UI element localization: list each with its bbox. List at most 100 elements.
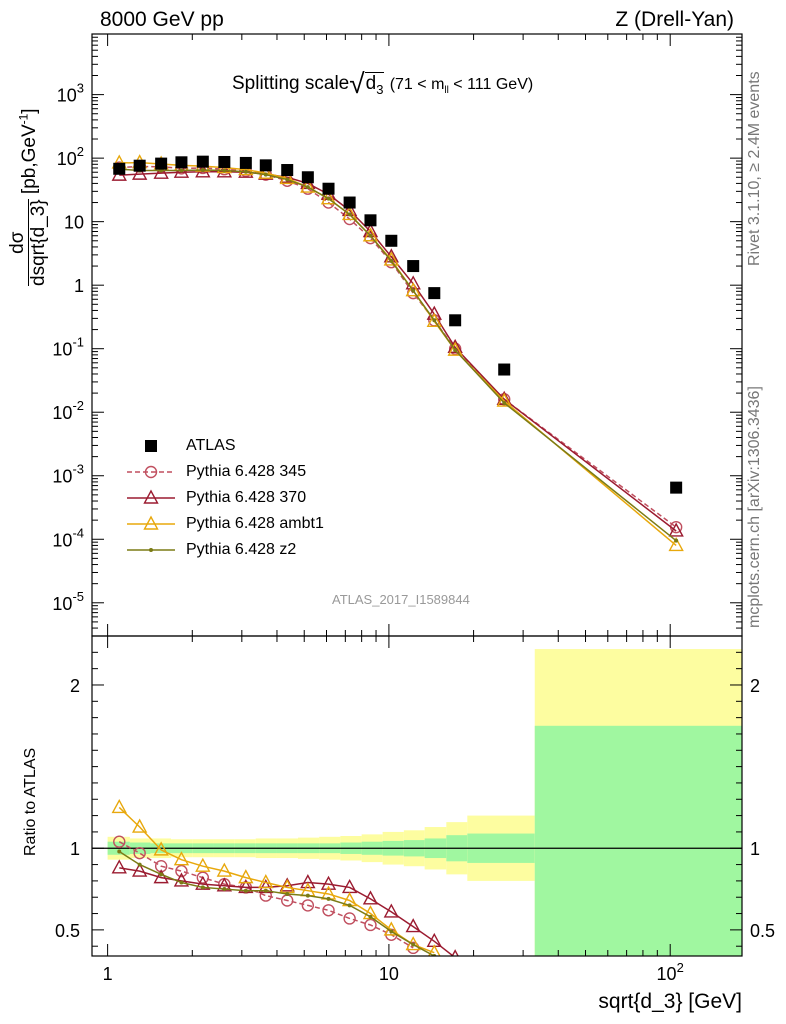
- y-tick-label-base: 10: [52, 530, 72, 550]
- y-tick-label: 10: [64, 213, 84, 233]
- y-tick-label: 10-4: [52, 525, 84, 550]
- main-series-4-point: [432, 318, 437, 323]
- main-series-4-point: [453, 348, 458, 353]
- y-tick-label: 10-5: [52, 589, 84, 614]
- y-tick-label: 10-2: [52, 398, 84, 423]
- legend-label-ambt1: Pythia 6.428 ambt1: [186, 515, 324, 532]
- plot-title-prefix: Splitting scale: [232, 73, 350, 94]
- main-series-2-point: [153, 164, 169, 179]
- main-series-4-point: [263, 172, 268, 177]
- plot-title-cut: (71 < mll < 111 GeV): [389, 76, 534, 97]
- ratio-y-tick-label-left: 0.5: [55, 921, 80, 941]
- ratio-band-inner: [534, 725, 742, 956]
- main-series-4-point: [179, 168, 184, 173]
- atlas-data-point: [133, 159, 146, 172]
- ratio-series-1-point: [301, 899, 315, 912]
- ratio-y-tick-label-right: 1: [750, 839, 760, 859]
- ratio-series-1-point: [343, 912, 356, 925]
- main-series-3-point: [383, 251, 399, 266]
- x-tick-label-exp: 2: [677, 960, 684, 975]
- main-series-4-point: [347, 212, 352, 217]
- legend-label-345: Pythia 6.428 345: [186, 463, 307, 480]
- ratio-series-4-point: [326, 896, 331, 901]
- legend-marker-1: [144, 465, 158, 479]
- legend-marker-2: [143, 489, 159, 504]
- x-tick-label: 1: [103, 964, 113, 984]
- ratio-series-1-point: [322, 904, 335, 917]
- ratio-series-2-point: [279, 877, 295, 892]
- header-left: 8000 GeV pp: [100, 8, 224, 31]
- ratio-series-2-point: [153, 869, 169, 884]
- atlas-data-point: [113, 162, 126, 175]
- y-axis-label: dσ dsqrt{d_3} [pb,GeV-1]: [7, 26, 49, 286]
- ratio-series-group: [111, 798, 459, 956]
- y-tick-label: 103: [57, 81, 84, 106]
- ratio-y-tick-label-right: 2: [750, 676, 760, 696]
- x-tick-label: 10: [379, 964, 399, 984]
- main-series-group: [111, 154, 684, 552]
- main-series-4-line: [119, 168, 677, 542]
- ratio-series-3-line: [118, 806, 435, 954]
- main-series-4-point: [326, 196, 331, 201]
- atlas-data-point: [218, 155, 231, 168]
- y-axis-label-numerator: dσ: [7, 231, 28, 254]
- legend-markers: [127, 440, 175, 552]
- ratio-series-2-point: [405, 918, 421, 933]
- rivet-version-label: Rivet 3.1.10, ≥ 2.4M events: [746, 71, 763, 266]
- y-tick-label-exp: -5: [72, 589, 84, 604]
- plot-title: Splitting scale√d3 (71 < mll < 111 GeV): [232, 68, 533, 100]
- atlas-data-point: [301, 171, 314, 184]
- ratio-series-4-point: [285, 891, 290, 896]
- ratio-series-1-point: [113, 835, 126, 848]
- ratio-series-2-point: [131, 862, 148, 877]
- main-series-3-point: [668, 536, 684, 552]
- ratio-y-axis-label: Ratio to ATLAS: [22, 747, 39, 856]
- ratio-series-4-point: [411, 942, 416, 947]
- ratio-series-4-point: [305, 893, 310, 898]
- legend-marker-4: [149, 548, 153, 552]
- ratio-series-3-point: [258, 874, 274, 889]
- y-tick-label: 10-3: [52, 462, 84, 487]
- atlas-data-point: [259, 159, 272, 172]
- atlas-data-point: [385, 234, 398, 247]
- atlas-data-point: [449, 314, 462, 327]
- atlas-data-point: [239, 156, 252, 169]
- ratio-series-2-point: [320, 875, 337, 890]
- atlas-data-point: [670, 481, 683, 494]
- y-tick-label-base: 10: [57, 149, 77, 169]
- y-tick-label-base: 10: [52, 594, 72, 614]
- y-axis-label-unit: [pb,GeV-1]: [16, 108, 40, 195]
- ratio-series-4-point: [117, 849, 122, 854]
- y-tick-label: 102: [57, 144, 84, 169]
- y-tick-label-exp: 3: [77, 81, 84, 96]
- legend-marker-0: [145, 440, 157, 452]
- ratio-series-2-point: [173, 872, 190, 887]
- mcplots-label: mcplots.cern.ch [arXiv:1306.3436]: [746, 386, 763, 628]
- main-series-3-point: [405, 282, 421, 297]
- y-tick-label-base: 10: [57, 86, 77, 106]
- header-right: Z (Drell-Yan): [615, 8, 734, 31]
- ratio-series-2-point: [111, 859, 127, 874]
- atlas-data-point: [498, 363, 511, 376]
- legend-label-z2: Pythia 6.428 z2: [186, 541, 297, 558]
- analysis-id: ATLAS_2017_I1589844: [332, 592, 470, 607]
- atlas-data-point: [322, 182, 335, 195]
- x-axis-label: sqrt{d_3} [GeV]: [598, 990, 742, 1013]
- y-axis-label-denominator: dsqrt{d_3}: [28, 199, 49, 286]
- ratio-series-3-point: [111, 798, 127, 814]
- atlas-data-point: [155, 157, 168, 170]
- y-tick-label-exp: -4: [72, 525, 84, 540]
- ratio-series-2-point: [362, 890, 379, 905]
- main-series-3-point: [279, 169, 295, 185]
- x-tick-label: 102: [657, 960, 684, 984]
- ratio-series-1-line: [118, 841, 414, 949]
- main-series-4-point: [389, 259, 394, 264]
- ratio-series-4-point: [222, 887, 227, 892]
- ratio-y-tick-label-left: 1: [70, 839, 80, 859]
- main-series-4-point: [305, 185, 310, 190]
- ratio-uncertainty-bands: [92, 649, 742, 956]
- ratio-series-4-point: [159, 872, 164, 877]
- ratio-series-1-point: [364, 918, 377, 932]
- sqrt-symbol-icon: √: [349, 68, 365, 99]
- atlas-data-point: [428, 287, 441, 300]
